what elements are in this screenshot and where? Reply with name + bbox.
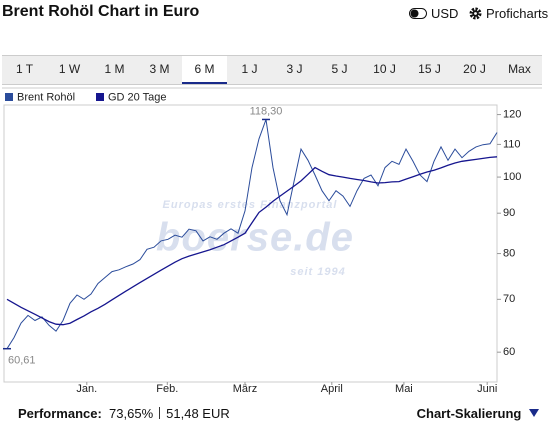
y-tick-label: 70 — [503, 293, 515, 305]
performance-pct: 73,65% — [109, 406, 154, 421]
range-tab[interactable]: 5 J — [331, 62, 348, 76]
annotation-label: 60,61 — [8, 355, 36, 367]
dropdown-arrow — [529, 409, 539, 417]
range-tab[interactable]: 3 M — [149, 62, 170, 76]
range-tab[interactable]: 1 M — [104, 62, 125, 76]
y-tick-label: 110 — [503, 138, 521, 150]
watermark: boerse.de — [156, 216, 354, 260]
x-tick-label: Juni — [477, 383, 497, 395]
legend-label: GD 20 Tage — [108, 91, 167, 103]
separator — [159, 407, 161, 419]
toggle-icon — [409, 8, 427, 19]
series-line — [6, 156, 498, 326]
watermark: Europas erstes Finanzportal — [163, 199, 338, 211]
currency-toggle[interactable]: USD — [409, 6, 458, 21]
pro-label: Proficharts — [486, 6, 549, 21]
y-tick-label: 120 — [503, 108, 521, 120]
y-tick-label: 80 — [503, 247, 515, 259]
page-title: Brent Rohöl Chart in Euro — [2, 3, 200, 20]
y-tick-label: 60 — [503, 346, 515, 358]
footer: Performance: 73,65% 51,48 EUR Chart-Skali… — [18, 406, 540, 421]
x-tick-label: Mai — [395, 383, 413, 395]
y-tick-label: 90 — [503, 207, 515, 219]
legend-label: Brent Rohöl — [17, 91, 75, 103]
x-tick-label: Feb. — [156, 383, 178, 395]
x-tick-label: März — [233, 383, 257, 395]
range-tab[interactable]: Max — [508, 62, 531, 76]
y-tick-label: 100 — [503, 171, 521, 183]
gear-icon — [469, 7, 482, 20]
range-tab[interactable]: 1 J — [241, 62, 258, 76]
performance-label: Performance: — [18, 406, 102, 421]
legend-swatch — [5, 93, 13, 101]
range-tab[interactable]: 20 J — [463, 62, 486, 76]
range-tabs: 1 T 1 W 1 M 3 M 6 M 1 J 3 J 5 J 10 J 15 J 20 J Max — [2, 55, 542, 85]
scaling-button[interactable]: Chart-Skalierung — [417, 406, 540, 421]
watermark: seit 1994 — [290, 266, 345, 278]
scaling-label: Chart-Skalierung — [416, 406, 522, 421]
range-tab[interactable]: 15 J — [418, 62, 441, 76]
range-tab[interactable]: 3 J — [286, 62, 303, 76]
performance-abs: 51,48 EUR — [166, 406, 230, 421]
range-tab[interactable]: 6 M — [182, 56, 227, 84]
series-line — [6, 119, 498, 349]
currency-label: USD — [431, 6, 459, 21]
plot-area — [3, 104, 498, 383]
x-tick-label: April — [321, 383, 343, 395]
range-tab[interactable]: 1 W — [58, 62, 81, 76]
pro-button[interactable]: Proficharts — [469, 6, 548, 21]
range-tab[interactable]: 1 T — [15, 62, 34, 76]
legend-swatch — [96, 93, 104, 101]
range-tab[interactable]: 10 J — [373, 62, 396, 76]
x-tick-label: Jan. — [76, 383, 97, 395]
annotation-label: 118,30 — [250, 105, 283, 117]
